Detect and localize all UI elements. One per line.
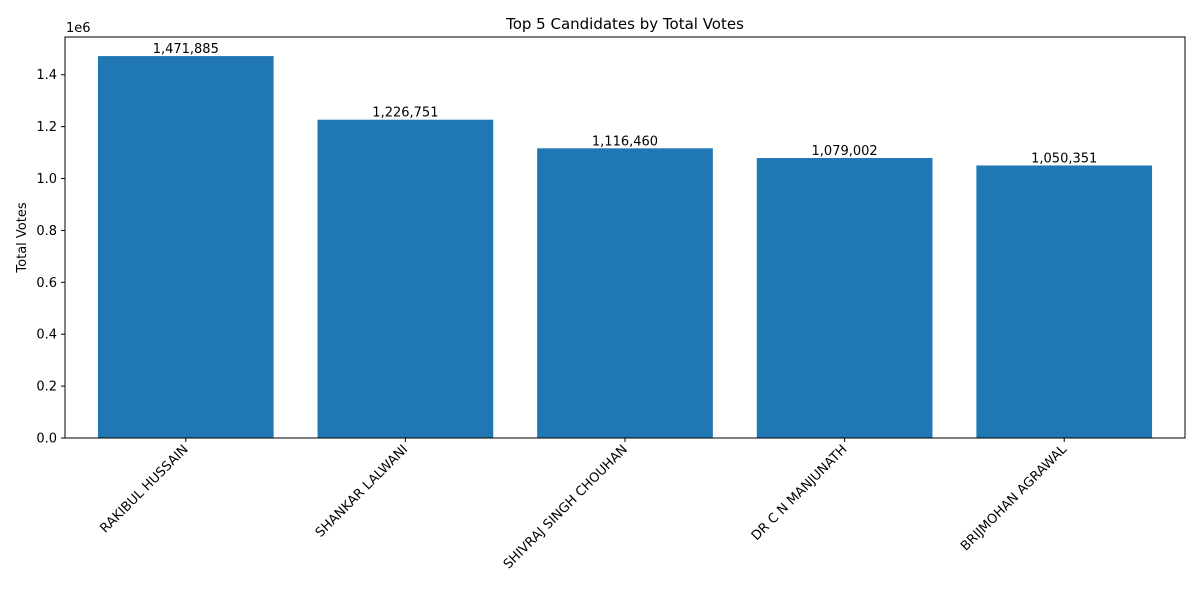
y-tick-label: 1.2	[36, 120, 57, 135]
y-axis: 0.0 0.2 0.4 0.6 0.8 1.0 1.2 1.4	[36, 68, 65, 447]
y-tick-label: 0.4	[36, 328, 57, 343]
data-labels-group: 1,471,885 1,226,751 1,116,460 1,079,002 1,05…	[153, 42, 1098, 166]
bar-0	[97, 56, 274, 438]
bar-2	[537, 148, 713, 439]
y-tick-label: 1.4	[36, 68, 57, 83]
y-axis-offset-text: 1e6	[66, 21, 91, 36]
y-tick-label: 0.8	[36, 224, 57, 239]
chart-title: Top 5 Candidates by Total Votes	[505, 15, 744, 33]
x-tick-label: SHANKAR LALWANI	[313, 442, 411, 540]
x-tick-label: DR C N MANJUNATH	[749, 442, 851, 544]
bar-value-label: 1,116,460	[592, 134, 658, 149]
plot-frame	[64, 36, 1186, 439]
bars-group	[97, 56, 1153, 439]
y-tick-label: 0.6	[36, 276, 57, 291]
y-tick-label: 1.0	[36, 172, 57, 187]
x-axis: RAKIBUL HUSSAIN SHANKAR LALWANI SHIVRAJ SI…	[98, 438, 1071, 572]
bar-1	[317, 119, 494, 439]
y-tick-label: 0.0	[36, 432, 57, 447]
bar-value-label: 1,226,751	[372, 106, 438, 121]
y-tick-label: 0.2	[36, 380, 57, 395]
bar-4	[976, 165, 1153, 438]
bar-3	[756, 158, 933, 438]
bar-value-label: 1,471,885	[153, 42, 219, 57]
x-tick-label: SHIVRAJ SINGH CHOUHAN	[501, 442, 631, 572]
y-axis-label: Total Votes	[15, 202, 30, 273]
x-tick-label: BRIJMOHAN AGRAWAL	[958, 442, 1070, 554]
bar-value-label: 1,050,351	[1031, 151, 1097, 166]
bar-value-label: 1,079,002	[812, 144, 878, 159]
x-tick-label: RAKIBUL HUSSAIN	[98, 442, 192, 536]
